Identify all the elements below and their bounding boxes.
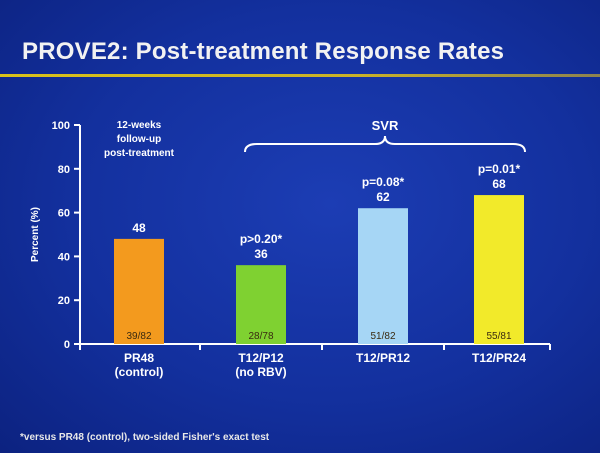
- y-tick-label: 100: [52, 120, 70, 132]
- value-label: 36: [254, 247, 268, 261]
- footnote: *versus PR48 (control), two-sided Fisher…: [20, 432, 270, 443]
- y-axis-title: Percent (%): [30, 207, 41, 262]
- value-label: 68: [492, 177, 506, 191]
- category-label: PR48: [124, 351, 154, 365]
- svr-bracket: [244, 135, 526, 153]
- y-tick-label: 80: [58, 164, 70, 176]
- chart-labels: 48 39/82 PR48(control) 36p>0.20* 28/78 T12/P1…: [115, 162, 527, 379]
- followup-annotation: post-treatment: [104, 148, 175, 159]
- y-tick-label: 20: [58, 295, 70, 307]
- p-value-label: p>0.20*: [240, 232, 283, 246]
- chart-annotations: 12-weeks follow-up post-treatment SVR: [104, 118, 526, 159]
- slide-title: PROVE2: Post-treatment Response Rates: [22, 38, 505, 65]
- category-label: T12/PR24: [472, 351, 526, 365]
- bar-3: [358, 208, 408, 344]
- followup-annotation: follow-up: [117, 134, 161, 145]
- y-tick-label: 60: [58, 208, 70, 220]
- y-tick-label: 0: [64, 339, 70, 351]
- count-label: 51/82: [370, 331, 395, 342]
- title-divider: [0, 74, 600, 77]
- bar-1: [114, 238, 164, 344]
- y-tick-label: 40: [58, 251, 70, 263]
- value-label: 62: [376, 190, 390, 204]
- bar-4: [474, 195, 524, 344]
- category-label: (no RBV): [235, 365, 286, 379]
- count-label: 28/78: [248, 331, 273, 342]
- category-label: T12/P12: [238, 351, 284, 365]
- chart-bars: [114, 195, 524, 344]
- count-label: 39/82: [126, 331, 151, 342]
- p-value-label: p=0.08*: [362, 175, 405, 189]
- category-label: (control): [115, 365, 164, 379]
- p-value-label: p=0.01*: [478, 162, 521, 176]
- count-label: 55/81: [486, 331, 511, 342]
- followup-annotation: 12-weeks: [117, 120, 162, 131]
- bar-2: [236, 265, 286, 344]
- value-label: 48: [132, 221, 146, 235]
- svr-label: SVR: [372, 118, 399, 133]
- category-label: T12/PR12: [356, 351, 410, 365]
